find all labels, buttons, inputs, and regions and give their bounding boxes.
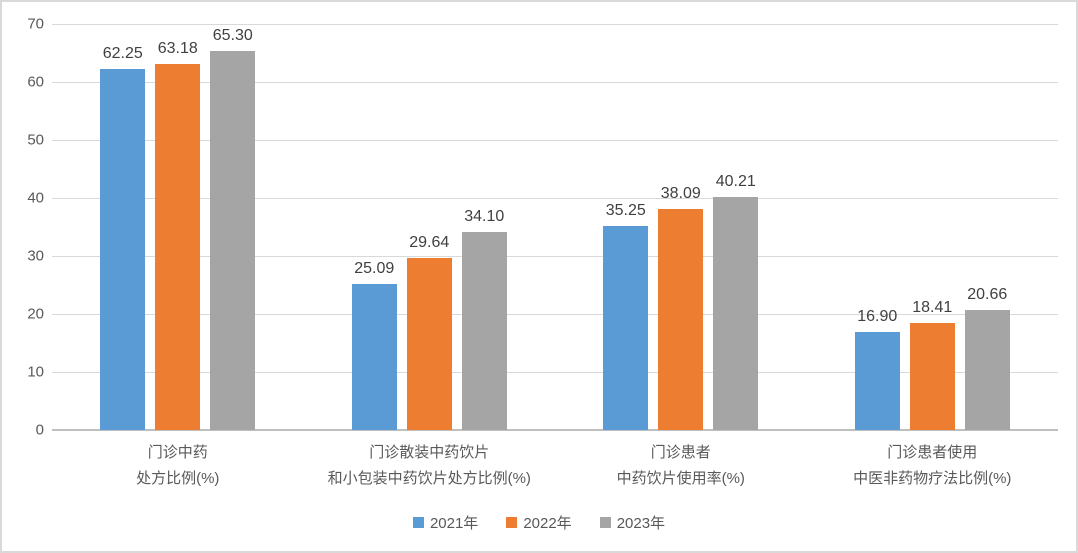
x-axis-category-label: 门诊中药 处方比例(%) <box>136 444 220 487</box>
bar-2022年-group3 <box>658 209 704 430</box>
bar-2023年-group4 <box>964 310 1010 430</box>
bar-2022年-group1 <box>155 63 201 430</box>
legend-label: 2023年 <box>616 515 666 532</box>
bar-value-label: 18.41 <box>912 299 953 317</box>
bar-2023年-group3 <box>713 196 759 430</box>
bar-value-label: 40.21 <box>715 172 756 190</box>
bar-2022年-group4 <box>909 323 955 430</box>
bar-value-label: 16.90 <box>857 307 898 325</box>
legend-label: 2022年 <box>523 515 572 532</box>
x-axis-category-label: 门诊散装中药饮片 和小包装中药饮片处方比例(%) <box>327 444 531 487</box>
gridline <box>52 372 1058 373</box>
y-axis-tick-label: 20 <box>27 305 44 323</box>
legend-swatch-icon <box>506 517 518 528</box>
x-axis-line <box>52 429 1058 431</box>
y-axis-tick-label: 30 <box>27 247 44 265</box>
bar-2023年-group2 <box>461 232 507 430</box>
y-axis-tick-label: 0 <box>35 421 44 439</box>
bar-value-label: 29.64 <box>409 234 450 252</box>
bar-2021年-group2 <box>351 284 397 430</box>
bar-2021年-group4 <box>854 331 900 430</box>
bar-value-label: 62.25 <box>102 44 143 62</box>
legend-swatch-icon <box>599 517 611 528</box>
bar-value-label: 38.09 <box>660 185 701 203</box>
legend-item-2022年: 2022年 <box>506 512 572 533</box>
chart-legend: 2021年 2022年 2023年 <box>2 512 1076 533</box>
bar-value-label: 20.66 <box>967 286 1008 304</box>
bar-2021年-group1 <box>100 68 146 430</box>
y-axis-tick-label: 10 <box>27 363 44 381</box>
bar-2023年-group1 <box>210 51 256 430</box>
gridline <box>52 314 1058 315</box>
legend-item-2021年: 2021年 <box>412 512 479 533</box>
bar-value-label: 65.30 <box>212 27 253 45</box>
legend-swatch-icon <box>412 517 424 528</box>
gridline <box>52 24 1058 25</box>
y-axis-tick-label: 40 <box>27 189 44 207</box>
y-axis-tick-label: 50 <box>27 131 44 149</box>
x-axis-category-label: 门诊患者 中药饮片使用率(%) <box>616 444 745 487</box>
gridline <box>52 198 1058 199</box>
legend-label: 2021年 <box>429 515 479 532</box>
bar-value-label: 25.09 <box>354 260 395 278</box>
bar-value-label: 34.10 <box>464 208 505 226</box>
bar-value-label: 63.18 <box>157 39 198 57</box>
gridline <box>52 82 1058 83</box>
x-axis-category-label: 门诊患者使用 中医非药物疗法比例(%) <box>853 444 1012 487</box>
bar-2021年-group3 <box>603 225 649 430</box>
gridline <box>52 256 1058 257</box>
gridline <box>52 140 1058 141</box>
bar-2022年-group2 <box>406 258 452 430</box>
bar-value-label: 35.25 <box>605 201 646 219</box>
y-axis-tick-label: 70 <box>27 15 44 33</box>
y-axis-tick-label: 60 <box>27 73 44 91</box>
legend-item-2023年: 2023年 <box>599 512 666 533</box>
